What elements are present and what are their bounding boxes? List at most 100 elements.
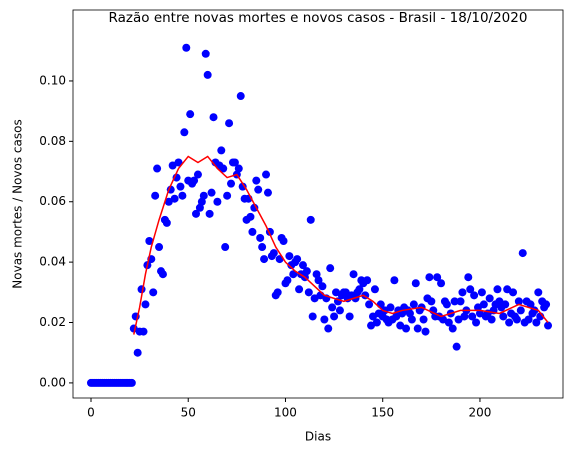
scatter-point (407, 315, 416, 324)
scatter-point (542, 300, 551, 309)
scatter-point (421, 327, 430, 336)
x-tick-label: 150 (371, 406, 394, 420)
scatter-point (256, 233, 265, 242)
scatter-point (207, 188, 216, 197)
scatter-point (285, 252, 294, 261)
scatter-point (298, 261, 307, 270)
scatter-point (479, 300, 488, 309)
scatter-point (236, 92, 245, 101)
scatter-point (205, 209, 214, 218)
scatter-point (254, 185, 263, 194)
scatter-point (468, 312, 477, 321)
scatter-point (133, 348, 142, 357)
scatter-point (203, 70, 212, 79)
scatter-point (402, 324, 411, 333)
scatter-point (534, 288, 543, 297)
scatter-point (193, 170, 202, 179)
y-axis-label: Novas mortes / Novos casos (11, 119, 25, 288)
scatter-point (248, 227, 257, 236)
smoothed-line (133, 155, 549, 335)
scatter-point (269, 249, 278, 258)
y-tick-label: 0.00 (39, 375, 66, 389)
scatter-point (450, 297, 459, 306)
scatter-point (390, 276, 399, 285)
scatter-point (518, 249, 527, 258)
scatter-point (302, 267, 311, 276)
scatter-point (505, 318, 514, 327)
scatter-point (442, 300, 451, 309)
scatter-point (182, 43, 191, 52)
scatter-point (345, 312, 354, 321)
scatter-point (170, 194, 179, 203)
scatter-point (252, 176, 261, 185)
plot-frame (72, 9, 564, 399)
scatter-point (411, 279, 420, 288)
scatter-point (466, 285, 475, 294)
scatter-point (127, 378, 136, 387)
scatter-point (314, 276, 323, 285)
scatter-point (304, 288, 313, 297)
y-tick-label: 0.10 (39, 73, 66, 87)
scatter-point (328, 303, 337, 312)
scatter-point (349, 270, 358, 279)
scatter-point (238, 182, 247, 191)
scatter-point (213, 197, 222, 206)
scatter-point (192, 209, 201, 218)
scatter-point (472, 318, 481, 327)
y-tick-label: 0.02 (39, 315, 66, 329)
scatter-point (250, 203, 259, 212)
scatter-point (320, 315, 329, 324)
scatter-point (524, 315, 533, 324)
scatter-point (448, 324, 457, 333)
scatter-point (413, 324, 422, 333)
scatter-point (180, 128, 189, 137)
scatter-point (324, 324, 333, 333)
scatter-point (499, 312, 508, 321)
y-tick-label: 0.06 (39, 194, 66, 208)
scatter-point (246, 212, 255, 221)
scatter-point (195, 203, 204, 212)
scatter-point (444, 318, 453, 327)
scatter-point (514, 297, 523, 306)
scatter-point (355, 285, 364, 294)
scatter-point (155, 243, 164, 252)
scatter-point (178, 191, 187, 200)
scatter-point (209, 113, 218, 122)
scatter-point (460, 312, 469, 321)
scatter-point (509, 288, 518, 297)
scatter-point (219, 164, 228, 173)
chart-title: Razão entre novas mortes e novos casos -… (109, 10, 528, 26)
scatter-point (308, 312, 317, 321)
scatter-point (487, 315, 496, 324)
scatter-point (526, 300, 535, 309)
scatter-point (260, 255, 269, 264)
scatter-point (512, 315, 521, 324)
scatter-point (544, 321, 553, 330)
scatter-point (493, 285, 502, 294)
scatter-point (293, 255, 302, 264)
scatter-point (162, 218, 171, 227)
scatter-point (221, 243, 230, 252)
scatter-point (145, 236, 154, 245)
x-tick-label: 100 (274, 406, 297, 420)
x-axis-label: Dias (305, 430, 331, 444)
scatter-point (273, 288, 282, 297)
scatter-point (227, 179, 236, 188)
scatter-point (433, 273, 442, 282)
scatter-point (139, 327, 148, 336)
x-tick-label: 0 (87, 406, 95, 420)
y-tick-label: 0.04 (39, 255, 66, 269)
scatter-point (386, 303, 395, 312)
scatter-point (312, 270, 321, 279)
scatter-point (335, 306, 344, 315)
scatter-point (532, 318, 541, 327)
scatter-point (186, 110, 195, 119)
scatter-point (225, 119, 234, 128)
scatter-point (456, 297, 465, 306)
scatter-point (174, 158, 183, 167)
scatter-point (263, 188, 272, 197)
scatter-point (223, 191, 232, 200)
x-tick-label: 50 (181, 406, 196, 420)
scatter-point (470, 291, 479, 300)
scatter-point (425, 273, 434, 282)
